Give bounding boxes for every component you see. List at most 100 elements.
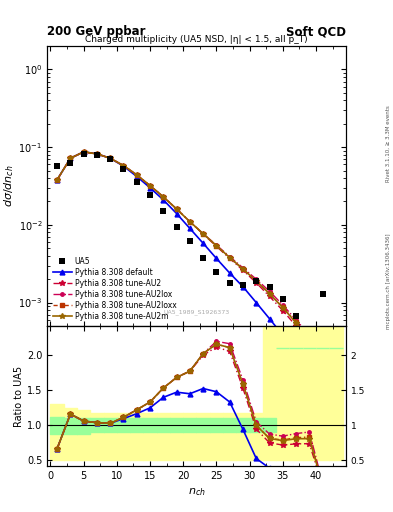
Pythia 8.308 tune-AU2lox — [241, 265, 245, 271]
Pythia 8.308 default — [161, 197, 166, 203]
Pythia 8.308 tune-AU2m — [254, 278, 259, 284]
UA5 — [227, 280, 232, 286]
Pythia 8.308 tune-AU2m — [108, 155, 112, 161]
Y-axis label: Ratio to UA5: Ratio to UA5 — [14, 366, 24, 426]
Pythia 8.308 tune-AU2m — [134, 172, 139, 178]
UA5 — [294, 312, 298, 318]
Pythia 8.308 tune-AU2loxx — [294, 319, 298, 325]
Pythia 8.308 tune-AU2loxx — [241, 266, 245, 272]
Pythia 8.308 tune-AU2loxx — [108, 155, 112, 161]
UA5 — [134, 179, 139, 185]
Pythia 8.308 tune-AU2 — [95, 151, 99, 157]
Pythia 8.308 tune-AU2 — [320, 357, 325, 364]
Pythia 8.308 default — [320, 389, 325, 395]
Text: Rivet 3.1.10, ≥ 3.3M events: Rivet 3.1.10, ≥ 3.3M events — [386, 105, 391, 182]
Pythia 8.308 tune-AU2lox — [214, 242, 219, 248]
UA5 — [95, 152, 99, 158]
Pythia 8.308 tune-AU2lox — [148, 183, 152, 189]
Text: Soft QCD: Soft QCD — [286, 26, 346, 38]
Pythia 8.308 tune-AU2loxx — [174, 206, 179, 212]
Pythia 8.308 tune-AU2loxx — [267, 291, 272, 297]
Pythia 8.308 tune-AU2loxx — [214, 243, 219, 249]
UA5 — [241, 282, 245, 288]
Pythia 8.308 tune-AU2lox — [55, 177, 59, 183]
Pythia 8.308 default — [55, 177, 59, 183]
Pythia 8.308 tune-AU2loxx — [148, 183, 152, 189]
Pythia 8.308 tune-AU2loxx — [307, 335, 312, 341]
Pythia 8.308 tune-AU2m — [95, 151, 99, 157]
Pythia 8.308 tune-AU2lox — [121, 162, 126, 168]
UA5 — [81, 151, 86, 157]
Text: mcplots.cern.ch [arXiv:1306.3436]: mcplots.cern.ch [arXiv:1306.3436] — [386, 234, 391, 329]
Pythia 8.308 default — [241, 284, 245, 290]
Pythia 8.308 default — [134, 174, 139, 180]
Y-axis label: $d\sigma/dn_{ch}$: $d\sigma/dn_{ch}$ — [2, 165, 16, 207]
Pythia 8.308 tune-AU2loxx — [81, 149, 86, 155]
Pythia 8.308 tune-AU2lox — [187, 219, 192, 225]
Line: Pythia 8.308 tune-AU2: Pythia 8.308 tune-AU2 — [54, 149, 325, 363]
Pythia 8.308 tune-AU2m — [68, 155, 73, 161]
Pythia 8.308 tune-AU2m — [214, 243, 219, 249]
Pythia 8.308 tune-AU2 — [121, 162, 126, 168]
Pythia 8.308 tune-AU2m — [161, 194, 166, 200]
Pythia 8.308 default — [254, 300, 259, 306]
Line: Pythia 8.308 tune-AU2loxx: Pythia 8.308 tune-AU2loxx — [55, 150, 324, 357]
UA5 — [108, 156, 112, 162]
Pythia 8.308 tune-AU2m — [241, 266, 245, 272]
Pythia 8.308 tune-AU2loxx — [281, 304, 285, 310]
Pythia 8.308 tune-AU2 — [267, 293, 272, 300]
Pythia 8.308 tune-AU2 — [68, 155, 73, 161]
Pythia 8.308 tune-AU2 — [161, 194, 166, 200]
Pythia 8.308 tune-AU2lox — [134, 172, 139, 178]
Pythia 8.308 default — [187, 225, 192, 231]
Pythia 8.308 default — [201, 240, 206, 246]
UA5 — [214, 269, 219, 275]
UA5 — [307, 329, 312, 335]
Pythia 8.308 tune-AU2loxx — [201, 230, 206, 237]
Line: Pythia 8.308 default: Pythia 8.308 default — [55, 150, 325, 395]
Text: UA5_1989_S1926373: UA5_1989_S1926373 — [163, 309, 230, 315]
Pythia 8.308 tune-AU2 — [281, 308, 285, 314]
Pythia 8.308 tune-AU2 — [214, 243, 219, 249]
Pythia 8.308 tune-AU2m — [174, 206, 179, 212]
Pythia 8.308 tune-AU2loxx — [187, 219, 192, 225]
Pythia 8.308 tune-AU2lox — [161, 194, 166, 200]
Pythia 8.308 tune-AU2lox — [254, 276, 259, 282]
Line: Pythia 8.308 tune-AU2m: Pythia 8.308 tune-AU2m — [54, 149, 325, 359]
Pythia 8.308 default — [307, 368, 312, 374]
Pythia 8.308 tune-AU2 — [55, 177, 59, 183]
Pythia 8.308 default — [81, 149, 86, 155]
Pythia 8.308 tune-AU2lox — [108, 155, 112, 161]
Pythia 8.308 default — [121, 163, 126, 169]
UA5 — [281, 296, 285, 303]
Pythia 8.308 tune-AU2 — [148, 183, 152, 189]
UA5 — [121, 166, 126, 173]
UA5 — [254, 278, 259, 284]
Pythia 8.308 tune-AU2m — [267, 291, 272, 297]
Pythia 8.308 tune-AU2lox — [201, 230, 206, 237]
Pythia 8.308 tune-AU2m — [227, 254, 232, 261]
Pythia 8.308 tune-AU2 — [81, 149, 86, 155]
Pythia 8.308 default — [68, 155, 73, 161]
Pythia 8.308 tune-AU2m — [187, 219, 192, 225]
UA5 — [320, 291, 325, 297]
Pythia 8.308 tune-AU2loxx — [68, 155, 73, 161]
UA5 — [148, 193, 152, 199]
UA5 — [267, 284, 272, 290]
Pythia 8.308 tune-AU2lox — [227, 253, 232, 260]
Pythia 8.308 tune-AU2m — [201, 230, 206, 237]
Pythia 8.308 tune-AU2 — [294, 323, 298, 329]
Pythia 8.308 default — [108, 155, 112, 161]
Pythia 8.308 default — [95, 151, 99, 157]
UA5 — [55, 163, 59, 169]
Pythia 8.308 tune-AU2m — [55, 177, 59, 183]
Pythia 8.308 tune-AU2 — [134, 172, 139, 178]
Pythia 8.308 tune-AU2loxx — [134, 172, 139, 178]
Pythia 8.308 tune-AU2loxx — [320, 352, 325, 358]
Pythia 8.308 default — [214, 255, 219, 262]
Line: UA5: UA5 — [54, 151, 326, 335]
Pythia 8.308 tune-AU2m — [148, 183, 152, 189]
Pythia 8.308 tune-AU2 — [187, 219, 192, 225]
Pythia 8.308 default — [267, 315, 272, 322]
Pythia 8.308 tune-AU2 — [201, 231, 206, 237]
